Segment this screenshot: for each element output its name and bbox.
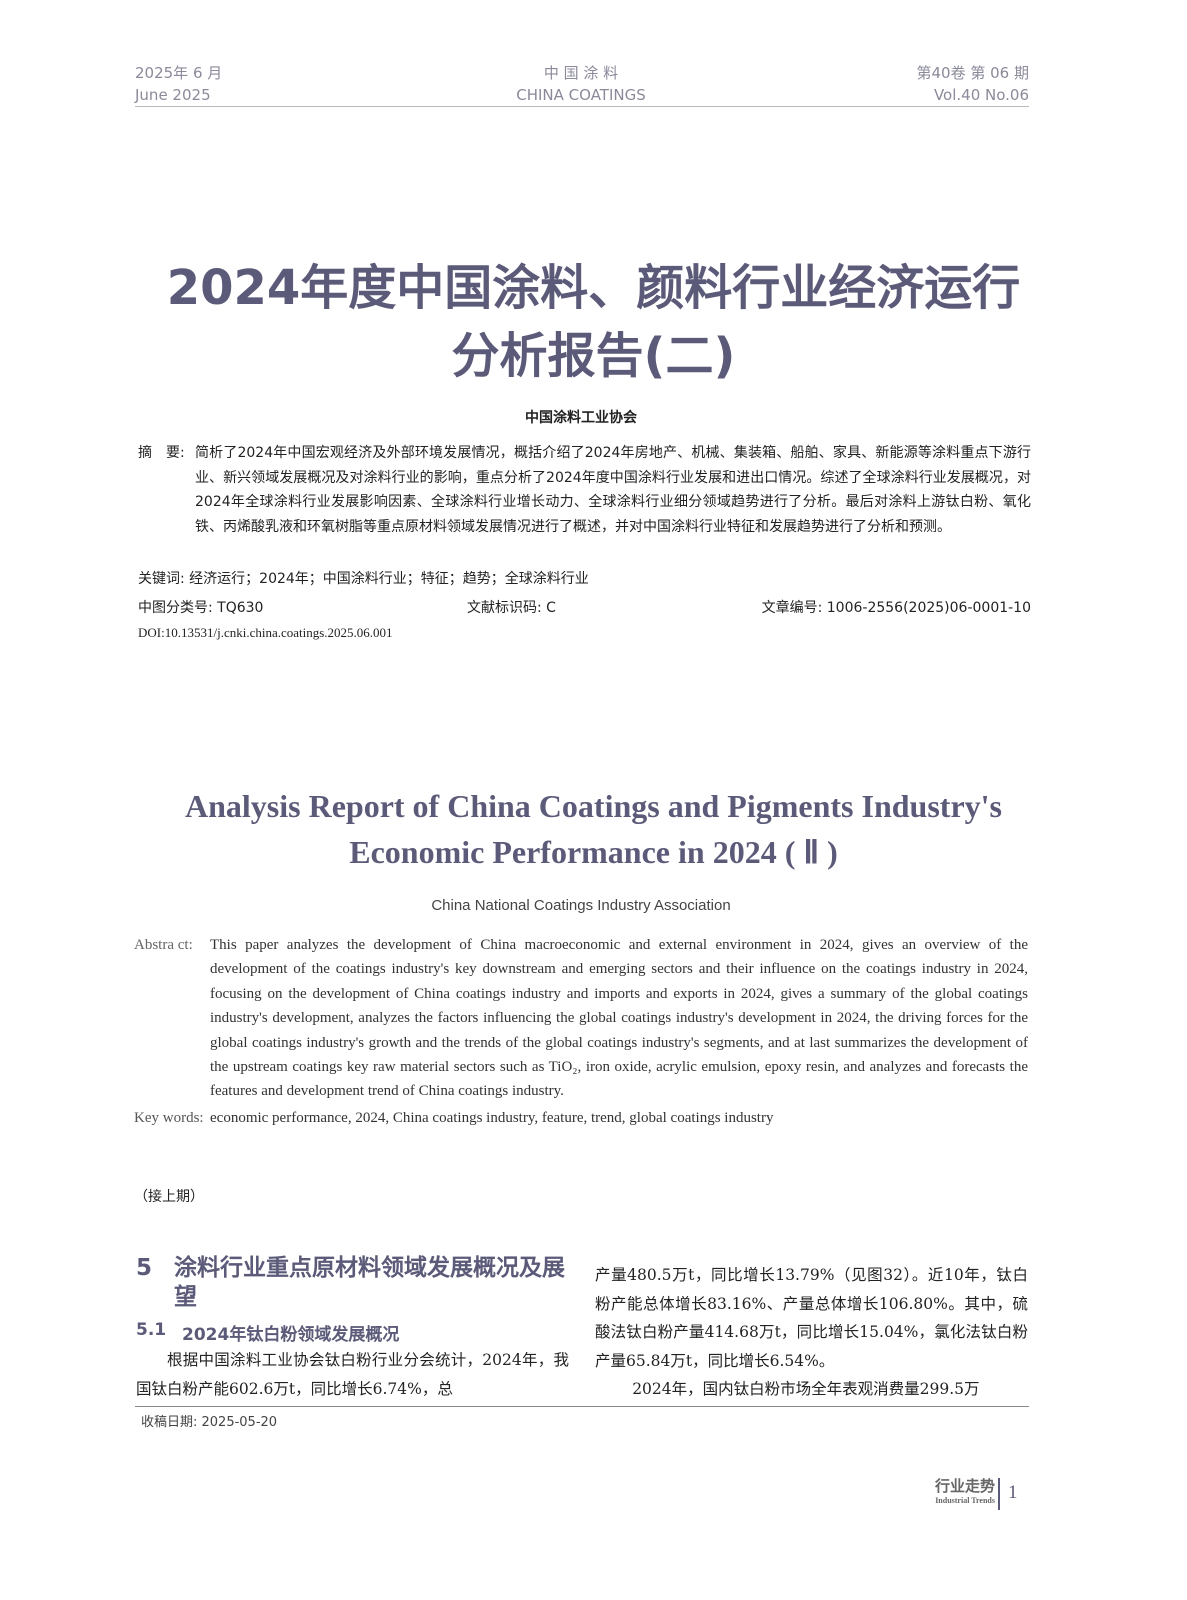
- issue-date-en: June 2025: [135, 86, 211, 104]
- title-cn: 2024年度中国涂料、颜料行业经济运行 分析报告(二): [0, 254, 1187, 390]
- page-number: 1: [1008, 1482, 1018, 1503]
- title-cn-line1: 2024年度中国涂料、颜料行业经济运行: [166, 260, 1021, 316]
- section-5-title: 涂料行业重点原材料领域发展概况及展望: [174, 1255, 565, 1310]
- volume-info: 第40卷 第 06 期 Vol.40 No.06: [917, 62, 1029, 106]
- title-cn-line2: 分析报告(二): [451, 328, 736, 384]
- title-en-line2: Economic Performance in 2024 ( Ⅱ ): [349, 834, 838, 870]
- footer-section-en: Industrial Trends: [935, 1496, 995, 1505]
- abstract-cn-label: 摘 要:: [138, 445, 185, 461]
- journal-name-cn: 中 国 涂 料: [543, 64, 619, 82]
- body-right-paragraph-2: 2024年，国内钛白粉市场全年表观消费量299.5万: [632, 1380, 980, 1398]
- author-en: China National Coatings Industry Associa…: [431, 897, 731, 914]
- article-number: 文章编号: 1006-2556(2025)06-0001-10: [761, 600, 1031, 616]
- footnote-divider: [135, 1406, 1029, 1407]
- abstract-en-label: Abstra ct:: [134, 937, 193, 953]
- document-code: 文献标识码: C: [467, 600, 556, 616]
- keywords-cn: 关键词: 经济运行；2024年；中国涂料行业；特征；趋势；全球涂料行业: [138, 571, 589, 587]
- received-date: 收稿日期: 2025-05-20: [141, 1415, 278, 1430]
- title-en-line1: Analysis Report of China Coatings and Pi…: [184, 788, 1002, 824]
- section-5-1-number: 5.1: [136, 1320, 167, 1340]
- abstract-cn-text: 简析了2024年中国宏观经济及外部环境发展情况，概括介绍了2024年房地产、机械…: [195, 445, 1031, 535]
- issue-date-cn: 2025年 6 月: [135, 64, 223, 82]
- body-right-paragraph-1: 产量480.5万t，同比增长13.79%（见图32）。近10年，钛白粉产能总体增…: [595, 1266, 1028, 1370]
- footer-divider: [998, 1478, 1000, 1510]
- keywords-en-label: Key words:: [134, 1110, 204, 1126]
- abstract-en-text: This paper analyzes the development of C…: [210, 937, 1028, 1100]
- classification-number: 中图分类号: TQ630: [138, 600, 264, 616]
- doi[interactable]: DOI:10.13531/j.cnki.china.coatings.2025.…: [138, 625, 393, 640]
- footer-section-cn: 行业走势: [934, 1477, 995, 1495]
- footer-section: 行业走势 Industrial Trends: [935, 1476, 995, 1505]
- title-en: Analysis Report of China Coatings and Pi…: [0, 783, 1187, 875]
- volume-en: Vol.40 No.06: [933, 86, 1029, 104]
- issue-date: 2025年 6 月 June 2025: [135, 62, 222, 106]
- keywords-en-text: economic performance, 2024, China coatin…: [210, 1110, 774, 1126]
- section-5-number: 5: [136, 1255, 153, 1281]
- body-left-paragraph: 根据中国涂料工业协会钛白粉行业分会统计，2024年，我国钛白粉产能602.6万t…: [136, 1351, 569, 1398]
- section-5-1-title: 2024年钛白粉领域发展概况: [182, 1325, 400, 1345]
- author-cn: 中国涂料工业协会: [525, 410, 637, 426]
- journal-name: 中 国 涂 料 CHINA COATINGS: [0, 62, 1162, 106]
- continued-note: （接上期）: [134, 1189, 204, 1205]
- journal-name-en: CHINA COATINGS: [516, 86, 646, 104]
- header-divider: [135, 106, 1029, 107]
- volume-cn: 第40卷 第 06 期: [916, 64, 1029, 82]
